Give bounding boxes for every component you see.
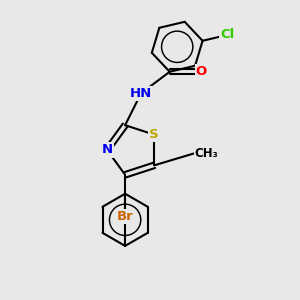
Text: S: S <box>149 128 159 141</box>
Text: CH₃: CH₃ <box>195 147 218 160</box>
Text: N: N <box>101 143 113 157</box>
Text: O: O <box>196 65 207 78</box>
Text: HN: HN <box>130 87 152 100</box>
Text: Cl: Cl <box>220 28 234 41</box>
Text: Br: Br <box>117 210 134 224</box>
